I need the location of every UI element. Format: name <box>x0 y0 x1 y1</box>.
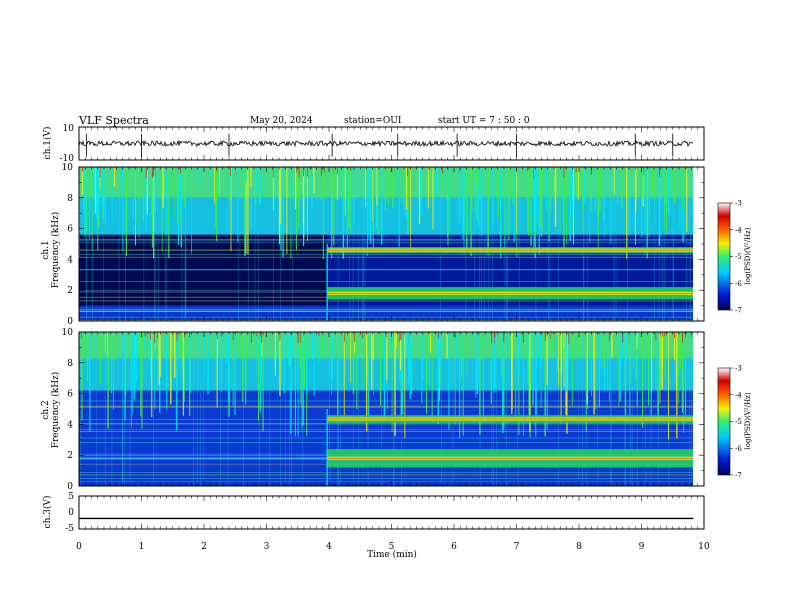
freq-tick-label: 2 <box>67 451 73 461</box>
time-tick-label: 0 <box>76 542 82 552</box>
ch2-colorbar <box>717 367 731 476</box>
colorbar-tick-label: -5 <box>735 253 742 261</box>
freq-tick-label: 8 <box>67 359 73 369</box>
figure-station: station=OUI <box>344 116 402 126</box>
ch2-spectrogram-yticks: 0 2 4 6 8 10 <box>62 328 704 492</box>
ch3-ytick-mid: 0 <box>68 508 74 518</box>
ch1-colorbar-label: log(PSD)(V²/Hz) <box>744 227 752 284</box>
ch1-colorbar-ticks: -3 -4 -5 -6 -7 <box>730 200 742 315</box>
ch3-waveform-ylabel: ch.3(V) <box>42 496 53 529</box>
figure-start-ut: start UT = 7 : 50 : 0 <box>438 116 530 126</box>
time-tick-label: 10 <box>698 542 710 552</box>
freq-tick-label: 6 <box>67 225 73 235</box>
ch1-ylabel-channel: ch.1 <box>41 240 51 259</box>
ch2-colorbar-ticks: -3 -4 -5 -6 -7 <box>730 365 742 480</box>
ch1-waveform-line <box>78 139 694 148</box>
ch3-ytick-bottom: -5 <box>65 524 74 534</box>
colorbar-tick-label: -4 <box>735 391 742 399</box>
ch1-waveform-ylabel: ch.1(V) <box>42 127 53 160</box>
time-tick-label: 2 <box>201 542 207 552</box>
colorbar-tick-label: -7 <box>735 472 742 480</box>
freq-tick-label: 0 <box>67 317 73 327</box>
colorbar-tick-label: -6 <box>735 280 742 288</box>
time-tick-label: 8 <box>576 542 582 552</box>
freq-tick-label: 8 <box>67 194 73 204</box>
ch1-waveform-spikes <box>86 133 674 157</box>
time-tick-label: 9 <box>639 542 645 552</box>
time-axis-label: Time (min) <box>367 549 417 560</box>
ch3-ytick-top: 5 <box>68 492 74 502</box>
ch1-ytick-bottom: -10 <box>60 154 75 164</box>
ch2-ylabel-channel: ch.2 <box>41 400 51 419</box>
freq-tick-label: 0 <box>67 482 73 492</box>
time-tick-label: 3 <box>264 542 270 552</box>
ch1-ylabel-frequency: Frequency (kHz) <box>50 212 61 289</box>
time-tick-label: 7 <box>514 542 520 552</box>
ch2-colorbar-label: log(PSD)(V²/Hz) <box>744 392 752 449</box>
ch1-spectrogram-image <box>79 167 693 321</box>
colorbar-tick-label: -4 <box>735 226 742 234</box>
colorbar-tick-label: -5 <box>735 418 742 426</box>
colorbar-tick-label: -6 <box>735 445 742 453</box>
time-tick-label: 6 <box>451 542 457 552</box>
freq-tick-label: 10 <box>62 163 74 173</box>
time-tick-label: 1 <box>139 542 145 552</box>
ch1-colorbar <box>717 202 731 311</box>
ch1-spectrogram-yticks: 0 2 4 6 8 10 <box>62 163 704 327</box>
ch2-spectrogram-image <box>79 332 693 486</box>
freq-tick-label: 10 <box>62 328 74 338</box>
colorbar-tick-label: -3 <box>735 200 742 208</box>
time-axis-ticks <box>78 127 705 529</box>
ch1-ytick-top: 10 <box>63 124 75 134</box>
spec-low-band <box>79 305 693 321</box>
ch2-ylabel-frequency: Frequency (kHz) <box>50 372 61 449</box>
spec-hiss-core <box>79 167 693 198</box>
freq-tick-label: 6 <box>67 390 73 400</box>
time-tick-label: 5 <box>389 542 395 552</box>
time-axis-tick-labels: 0 1 2 3 4 5 6 7 8 9 10 <box>76 542 710 552</box>
figure-title: VLF Spectra <box>78 114 149 127</box>
freq-tick-label: 4 <box>67 255 73 265</box>
spec-quiet-region <box>79 234 328 315</box>
freq-tick-label: 2 <box>67 286 73 296</box>
colorbar-tick-label: -7 <box>735 307 742 315</box>
figure-date: May 20, 2024 <box>250 116 313 126</box>
colorbar-tick-label: -3 <box>735 365 742 373</box>
freq-tick-label: 4 <box>67 420 73 430</box>
time-tick-label: 4 <box>326 542 332 552</box>
